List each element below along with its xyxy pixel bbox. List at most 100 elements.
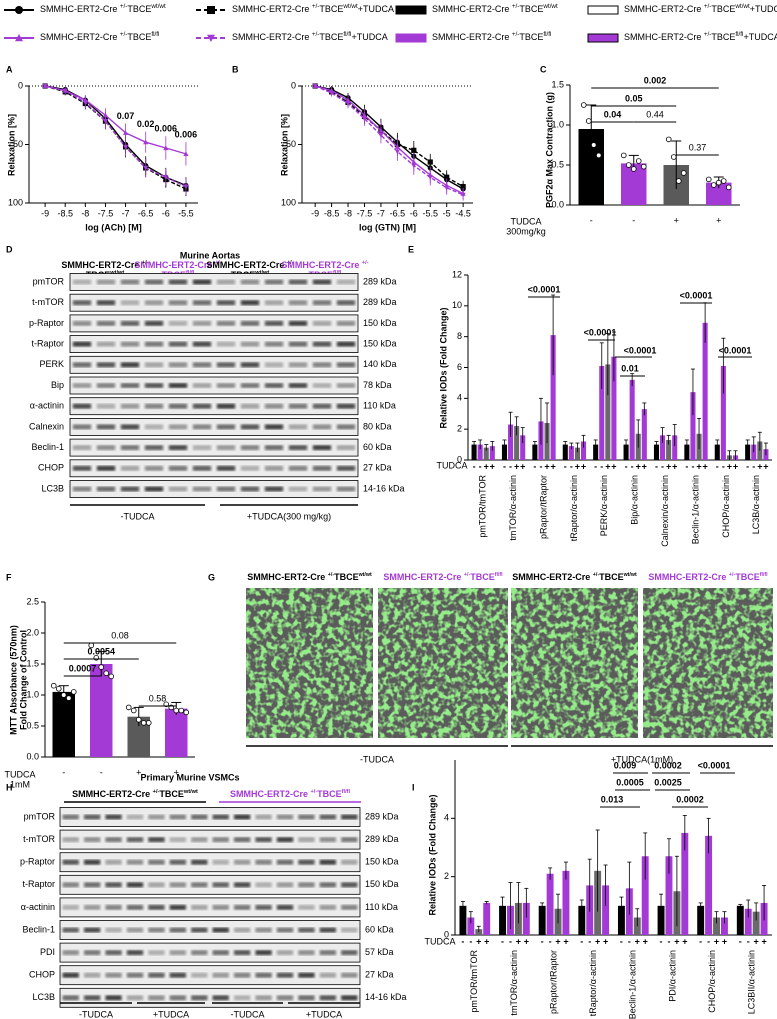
genotype-label: SMMHC-ERT2-Cre +/-TBCEwt/wt+TUDCA: [232, 3, 394, 14]
treatment-mark: +: [174, 767, 179, 777]
blot-row-label: PERK: [39, 359, 64, 369]
blot-band: [216, 445, 236, 451]
blot-band: [169, 904, 186, 910]
treatment-mark: -: [620, 936, 623, 946]
blot-band: [319, 972, 336, 978]
blot-band: [234, 904, 251, 910]
data-point: [625, 162, 632, 168]
panel-letter: A: [6, 64, 13, 74]
blot-band: [216, 424, 236, 430]
genotype-part: TBCE: [519, 4, 543, 14]
blot-band: [216, 279, 236, 285]
y-axis-label: Fold Change of Control: [18, 630, 28, 730]
treatment-mark: -: [539, 461, 542, 471]
image-signal: [511, 588, 638, 738]
genotype-part: SMMHC-ERT2-Cre: [230, 789, 311, 799]
genotype-part: SMMHC-ERT2-Cre: [281, 260, 362, 270]
blot-band: [336, 465, 356, 471]
bar: [690, 392, 696, 460]
p-value: 0.44: [646, 109, 664, 119]
y-tick-label: 0.0: [26, 751, 39, 761]
treatment-mark: -: [479, 461, 482, 471]
blot-size-label: 150 kDa: [365, 879, 399, 889]
x-tick-label: -5.5: [422, 208, 438, 218]
data-point: [715, 179, 722, 186]
p-value: 0.07: [117, 111, 135, 121]
treatment-mark: +: [136, 767, 141, 777]
blot-band: [192, 300, 212, 306]
bar: [165, 708, 188, 757]
blot-band: [312, 362, 332, 368]
blot-band: [216, 486, 236, 492]
treatment-mark: -: [746, 461, 749, 471]
blot-band: [192, 320, 212, 326]
blot-strip: [69, 314, 359, 333]
treatment-mark: +: [674, 936, 679, 946]
series-line: [314, 85, 464, 196]
blot-band: [126, 950, 144, 956]
bar: [471, 444, 477, 460]
x-tick-label: Calnexin/α-actinin: [660, 475, 670, 547]
blot-strip: [59, 920, 361, 940]
blot-band: [148, 972, 165, 978]
treatment-mark: -: [655, 461, 658, 471]
genotype-part: TBCE: [470, 572, 495, 582]
blot-band: [96, 465, 116, 471]
panel-letter: F: [6, 572, 12, 582]
image-signal: [246, 588, 373, 738]
p-value: 0.009: [614, 760, 637, 770]
blot-band: [255, 927, 272, 933]
bar: [501, 444, 508, 460]
blot-size-label: 140 kDa: [363, 359, 397, 369]
bar: [702, 322, 708, 460]
condition-label: +TUDCA(1mM): [611, 754, 673, 764]
blot-band: [255, 814, 272, 820]
legend-swatch: [587, 33, 619, 43]
x-tick-label: -7.5: [98, 208, 114, 218]
marker: [460, 192, 466, 198]
blot-band: [298, 995, 315, 1001]
blot-band: [264, 383, 284, 388]
bar: [623, 444, 629, 460]
treatment-mark: +: [714, 936, 719, 946]
blot-band: [96, 403, 116, 409]
bar: [657, 905, 665, 935]
x-tick-label: -8.5: [57, 208, 73, 218]
genotype-part: +/-: [328, 572, 335, 578]
genotype-part: TBCE: [519, 32, 543, 42]
y-axis-label: Relaxation [%]: [6, 114, 16, 176]
blot-band: [298, 859, 315, 865]
data-point: [145, 720, 152, 726]
marker: [183, 151, 189, 156]
blot-row-label: pmTOR: [33, 276, 65, 286]
blot-band: [336, 403, 356, 409]
p-value: 0.05: [625, 93, 643, 103]
x-tick-label: -5: [443, 208, 451, 218]
blot-band: [319, 995, 336, 1001]
genotype-label: SMMHC-ERT2-Cre +/-TBCEfl/fl: [383, 572, 503, 582]
p-value: 0.006: [155, 124, 178, 134]
blot-row-label: p-Raptor: [20, 857, 55, 867]
blot-band: [105, 950, 122, 956]
blot-row-label: t-Raptor: [22, 879, 55, 889]
treatment-mark: -: [661, 461, 664, 471]
treatment-mark: +: [642, 461, 647, 471]
blot-band: [255, 972, 272, 978]
genotype-part: wt/wt: [150, 3, 166, 10]
blot-band: [144, 341, 164, 347]
genotype-label: SMMHC-ERT2-Cre +/-TBCEfl/fl+TUDCA: [624, 31, 777, 42]
y-axis-label: Relaxation [%]: [279, 114, 289, 176]
blot-band: [312, 300, 332, 306]
blot-band: [212, 927, 229, 933]
marker: [345, 101, 351, 107]
genotype-part: SMMHC-ERT2-Cre: [624, 32, 704, 42]
blot-band: [312, 320, 332, 326]
data-point: [183, 709, 190, 716]
blot-band: [84, 950, 101, 956]
blot-strip: [69, 335, 359, 354]
blot-band: [144, 383, 164, 388]
bar: [574, 447, 580, 460]
bar: [714, 444, 720, 460]
marker: [122, 130, 129, 135]
treatment-mark: -: [716, 461, 719, 471]
